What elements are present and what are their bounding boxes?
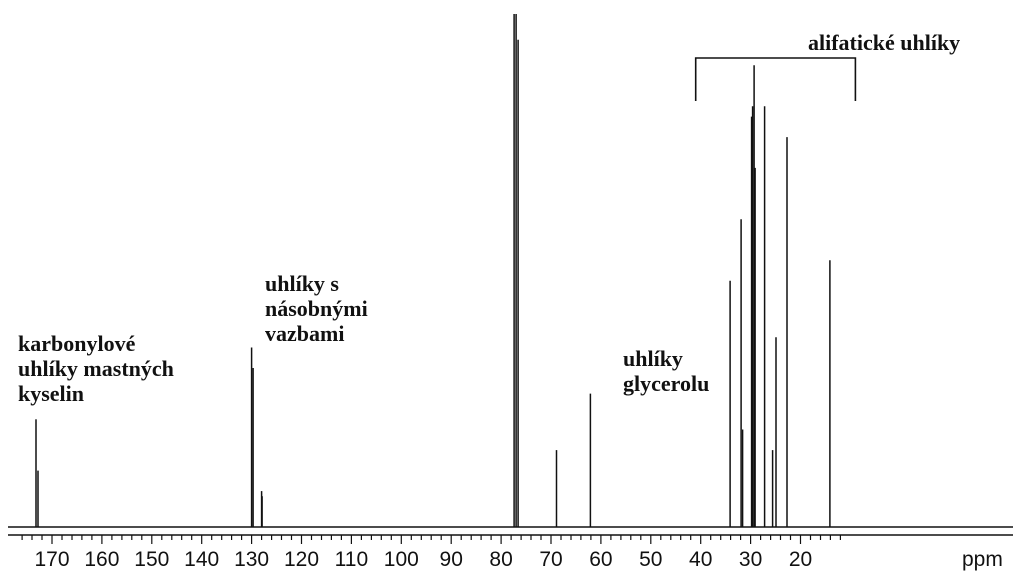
x-axis-tick-label: 140: [184, 548, 219, 571]
annotation-glycerol: uhlíky glycerolu: [623, 346, 709, 396]
x-axis-tick-label: 20: [789, 548, 812, 571]
annotation-line: karbonylové: [18, 331, 136, 356]
x-axis-tick-label: 120: [284, 548, 319, 571]
x-axis: 170 160 150 140 130 120 110 100 90 80 70 60 50 40 30 20: [21, 535, 842, 571]
aliphatic-bracket: [694, 57, 857, 101]
x-axis-tick-label: 80: [489, 548, 512, 571]
x-axis-unit-label: ppm: [962, 548, 1003, 571]
x-axis-tick-label: 50: [639, 548, 662, 571]
annotation-line: uhlíky: [623, 346, 683, 371]
x-axis-tick-label: 100: [384, 548, 419, 571]
annotation-line: glycerolu: [623, 371, 710, 396]
x-axis-tick-label: 70: [539, 548, 562, 571]
x-axis-tick-label: 160: [84, 548, 119, 571]
annotation-line: vazbami: [265, 321, 345, 346]
annotation-line: kyselin: [18, 381, 85, 406]
annotation-line: uhlíky mastných: [18, 356, 174, 381]
peak-layer: [35, 14, 831, 527]
annotation-line: násobnými: [265, 296, 368, 321]
aliphatic-bracket-line: [694, 57, 857, 101]
x-axis-tick-label: 150: [134, 548, 169, 571]
annotation-line: uhlíky s: [265, 271, 339, 296]
annotation-carbonyl: karbonylové uhlíky mastných kyselin: [18, 331, 174, 406]
x-axis-tick-label: 30: [739, 548, 762, 571]
x-axis-tick-label: 60: [589, 548, 612, 571]
x-axis-tick-label: 90: [440, 548, 463, 571]
annotation-line: alifatické uhlíky: [808, 30, 961, 55]
x-axis-tick-label: 110: [335, 548, 368, 571]
x-axis-tick-label: 130: [234, 548, 269, 571]
x-axis-tick-label: 40: [689, 548, 712, 571]
annotation-aliphatic: alifatické uhlíky: [808, 30, 960, 55]
x-axis-tick-label: 170: [34, 548, 69, 571]
annotation-multiple-bond: uhlíky s násobnými vazbami: [265, 271, 368, 346]
